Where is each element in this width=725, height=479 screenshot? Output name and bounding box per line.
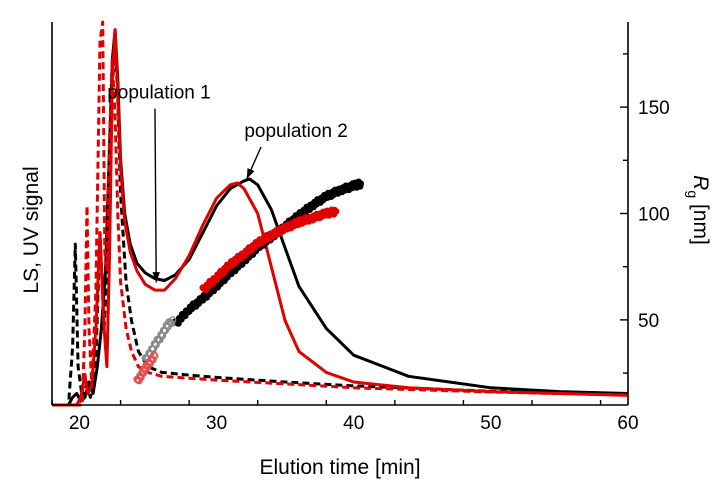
annotation-layer: population 1 population 2 <box>107 83 348 283</box>
annotation-1-arrow <box>154 108 157 283</box>
x-tick-label: 60 <box>617 413 638 434</box>
y-right-tick-label: 150 <box>638 98 670 119</box>
x-tick-label: 30 <box>206 413 227 434</box>
y-axis-label-right-unit: [nm] <box>689 198 712 245</box>
axis-layer: 20 30 40 50 60 50 100 150 <box>51 22 670 434</box>
annotation-2-label: population 2 <box>244 121 348 142</box>
y-axis-label-right: Rg [nm] <box>685 175 712 245</box>
series-4-marker <box>357 180 364 188</box>
annotation-1-label: population 1 <box>107 83 211 104</box>
x-tick-label: 20 <box>69 413 90 434</box>
annotation-1-arrowhead <box>152 272 160 283</box>
series-6-marker <box>168 319 176 327</box>
y-right-tick-label: 100 <box>638 205 670 226</box>
series-7-marker <box>151 352 159 360</box>
series-layer <box>52 20 629 407</box>
series-2-line <box>52 28 629 407</box>
y-right-tick-label: 50 <box>638 311 659 332</box>
annotation-2-arrowhead <box>246 168 255 179</box>
x-tick-label: 50 <box>480 413 501 434</box>
series-3-line <box>52 20 629 407</box>
series-7-marker <box>149 356 157 364</box>
series-7-marker <box>150 351 158 359</box>
y-axis-label-right-sub: g <box>685 190 701 198</box>
y-axis-label-left: LS, UV signal <box>20 166 43 293</box>
x-tick-label: 40 <box>343 413 364 434</box>
series-5-marker <box>332 208 340 215</box>
y-axis-label-right-main: R <box>689 175 712 190</box>
series-7-marker <box>137 374 145 382</box>
x-axis-label: Elution time [min] <box>259 456 420 479</box>
series-6-marker <box>169 316 177 324</box>
